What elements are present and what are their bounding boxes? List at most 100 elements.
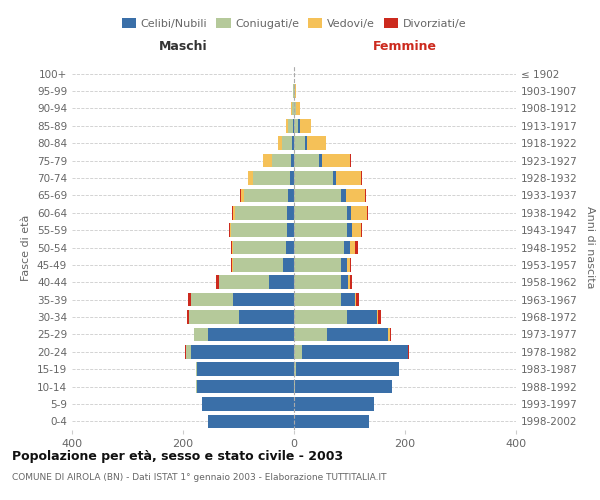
Bar: [194, 328, 208, 341]
Bar: [294, 397, 374, 410]
Bar: [296, 362, 399, 376]
Bar: [263, 154, 272, 168]
Bar: [188, 293, 191, 306]
Bar: [356, 293, 359, 306]
Bar: [351, 206, 367, 220]
Y-axis label: Anni di nascita: Anni di nascita: [584, 206, 595, 289]
Bar: [299, 119, 311, 132]
Bar: [347, 224, 352, 237]
Bar: [349, 258, 350, 272]
Bar: [294, 293, 341, 306]
Bar: [291, 154, 294, 168]
Bar: [347, 258, 349, 272]
Bar: [216, 276, 218, 289]
Bar: [197, 380, 294, 394]
Bar: [341, 293, 355, 306]
Bar: [291, 102, 292, 115]
Bar: [294, 240, 344, 254]
Bar: [230, 224, 231, 237]
Bar: [219, 276, 269, 289]
Bar: [341, 276, 348, 289]
Bar: [347, 310, 377, 324]
Bar: [294, 258, 341, 272]
Bar: [208, 328, 294, 341]
Bar: [294, 345, 302, 358]
Bar: [287, 224, 294, 237]
Bar: [191, 293, 233, 306]
Bar: [294, 362, 296, 376]
Bar: [233, 258, 283, 272]
Text: COMUNE DI AIROLA (BN) - Dati ISTAT 1° gennaio 2003 - Elaborazione TUTTITALIA.IT: COMUNE DI AIROLA (BN) - Dati ISTAT 1° ge…: [12, 472, 386, 482]
Bar: [186, 345, 191, 358]
Bar: [319, 154, 322, 168]
Bar: [294, 171, 333, 185]
Bar: [231, 240, 232, 254]
Bar: [365, 188, 366, 202]
Bar: [290, 171, 294, 185]
Bar: [307, 136, 326, 150]
Bar: [244, 188, 289, 202]
Legend: Celibi/Nubili, Coniugati/e, Vedovi/e, Divorziati/e: Celibi/Nubili, Coniugati/e, Vedovi/e, Di…: [118, 14, 470, 34]
Bar: [294, 206, 347, 220]
Bar: [294, 310, 347, 324]
Bar: [287, 206, 294, 220]
Bar: [188, 310, 239, 324]
Bar: [361, 171, 362, 185]
Text: Popolazione per età, sesso e stato civile - 2003: Popolazione per età, sesso e stato civil…: [12, 450, 343, 463]
Bar: [355, 240, 358, 254]
Bar: [388, 328, 390, 341]
Bar: [296, 102, 300, 115]
Bar: [341, 258, 347, 272]
Bar: [344, 240, 349, 254]
Bar: [272, 154, 291, 168]
Bar: [328, 328, 388, 341]
Bar: [347, 206, 351, 220]
Bar: [240, 188, 241, 202]
Bar: [239, 310, 294, 324]
Bar: [283, 258, 294, 272]
Bar: [294, 154, 319, 168]
Bar: [294, 188, 341, 202]
Bar: [294, 276, 341, 289]
Bar: [283, 136, 292, 150]
Bar: [233, 293, 294, 306]
Bar: [322, 154, 349, 168]
Bar: [294, 102, 296, 115]
Bar: [294, 224, 347, 237]
Bar: [292, 102, 294, 115]
Bar: [378, 310, 380, 324]
Bar: [349, 276, 352, 289]
Bar: [294, 119, 298, 132]
Bar: [352, 224, 361, 237]
Bar: [253, 171, 290, 185]
Bar: [289, 119, 293, 132]
Bar: [294, 136, 305, 150]
Bar: [278, 136, 283, 150]
Bar: [235, 206, 287, 220]
Bar: [367, 206, 368, 220]
Bar: [295, 84, 296, 98]
Bar: [336, 171, 361, 185]
Bar: [231, 258, 232, 272]
Bar: [292, 136, 294, 150]
Bar: [191, 345, 294, 358]
Bar: [346, 188, 365, 202]
Bar: [233, 240, 286, 254]
Bar: [187, 310, 188, 324]
Bar: [361, 224, 362, 237]
Bar: [208, 414, 294, 428]
Bar: [348, 276, 350, 289]
Bar: [341, 188, 346, 202]
Bar: [229, 224, 230, 237]
Bar: [355, 293, 356, 306]
Bar: [286, 119, 289, 132]
Bar: [196, 362, 197, 376]
Bar: [333, 171, 336, 185]
Bar: [231, 224, 287, 237]
Bar: [298, 119, 299, 132]
Bar: [305, 136, 307, 150]
Bar: [269, 276, 294, 289]
Bar: [289, 188, 294, 202]
Y-axis label: Fasce di età: Fasce di età: [22, 214, 31, 280]
Bar: [349, 240, 355, 254]
